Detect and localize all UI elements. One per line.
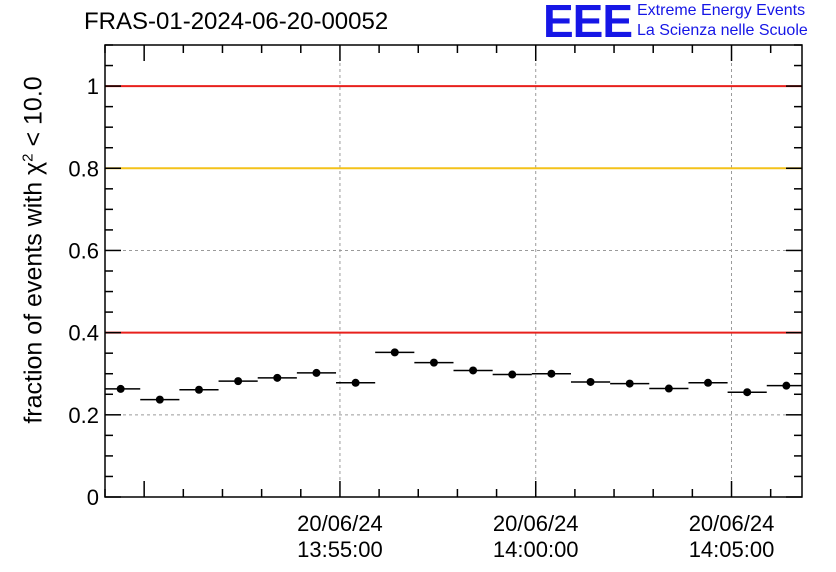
data-point <box>664 384 673 393</box>
data-point <box>273 373 282 382</box>
x-tick-label-date: 20/06/24 <box>493 511 579 536</box>
data-point <box>429 358 438 367</box>
x-tick-label-date: 20/06/24 <box>297 511 383 536</box>
grid <box>105 45 802 497</box>
y-tick-label: 1 <box>87 74 99 99</box>
y-axis-label-suffix: < 10.0 <box>19 76 48 154</box>
data-point <box>508 370 517 379</box>
data-points <box>105 348 802 404</box>
data-point <box>704 378 713 387</box>
data-point <box>155 395 164 404</box>
logo-line-1: Extreme Energy Events <box>637 2 806 19</box>
data-point <box>782 381 791 390</box>
reference-lines <box>105 85 802 334</box>
data-point <box>312 368 321 377</box>
data-point <box>390 348 399 357</box>
data-point <box>586 377 595 386</box>
plot-frame <box>104 44 803 498</box>
x-axis: 20/06/2413:55:0020/06/2414:00:0020/06/24… <box>104 45 775 562</box>
data-point <box>116 384 125 393</box>
logo-mark: EEE <box>543 0 633 47</box>
y-tick-label: 0 <box>87 485 99 510</box>
x-tick-label-time: 14:05:00 <box>689 537 775 562</box>
data-point <box>469 366 478 375</box>
data-point <box>547 369 556 378</box>
data-point <box>743 388 752 397</box>
y-axis-label: fraction of events with χ2 < 10.0 <box>19 76 48 423</box>
data-point <box>194 385 203 394</box>
y-tick-label: 0.2 <box>68 403 99 428</box>
x-tick-label-time: 14:00:00 <box>493 537 579 562</box>
data-point <box>351 378 360 387</box>
y-tick-label: 0.6 <box>68 238 99 263</box>
y-axis-label-symbol: χ <box>19 161 48 175</box>
y-axis-label-prefix: fraction of events with <box>19 174 48 424</box>
eee-logo: EEE Extreme Energy Events La Scienza nel… <box>543 0 833 46</box>
y-tick-label: 0.8 <box>68 156 99 181</box>
y-tick-label: 0.4 <box>68 321 99 346</box>
y-axis-label-sup: 2 <box>19 153 37 162</box>
x-tick-label-time: 13:55:00 <box>297 537 383 562</box>
chart-title: FRAS-01-2024-06-20-00052 <box>84 8 389 35</box>
x-tick-label-date: 20/06/24 <box>689 511 775 536</box>
data-point <box>625 379 634 388</box>
y-axis: 0 0.2 0.4 0.6 0.8 1 <box>68 44 802 510</box>
data-point <box>234 377 243 386</box>
logo-line-2: La Scienza nelle Scuole <box>637 22 808 39</box>
